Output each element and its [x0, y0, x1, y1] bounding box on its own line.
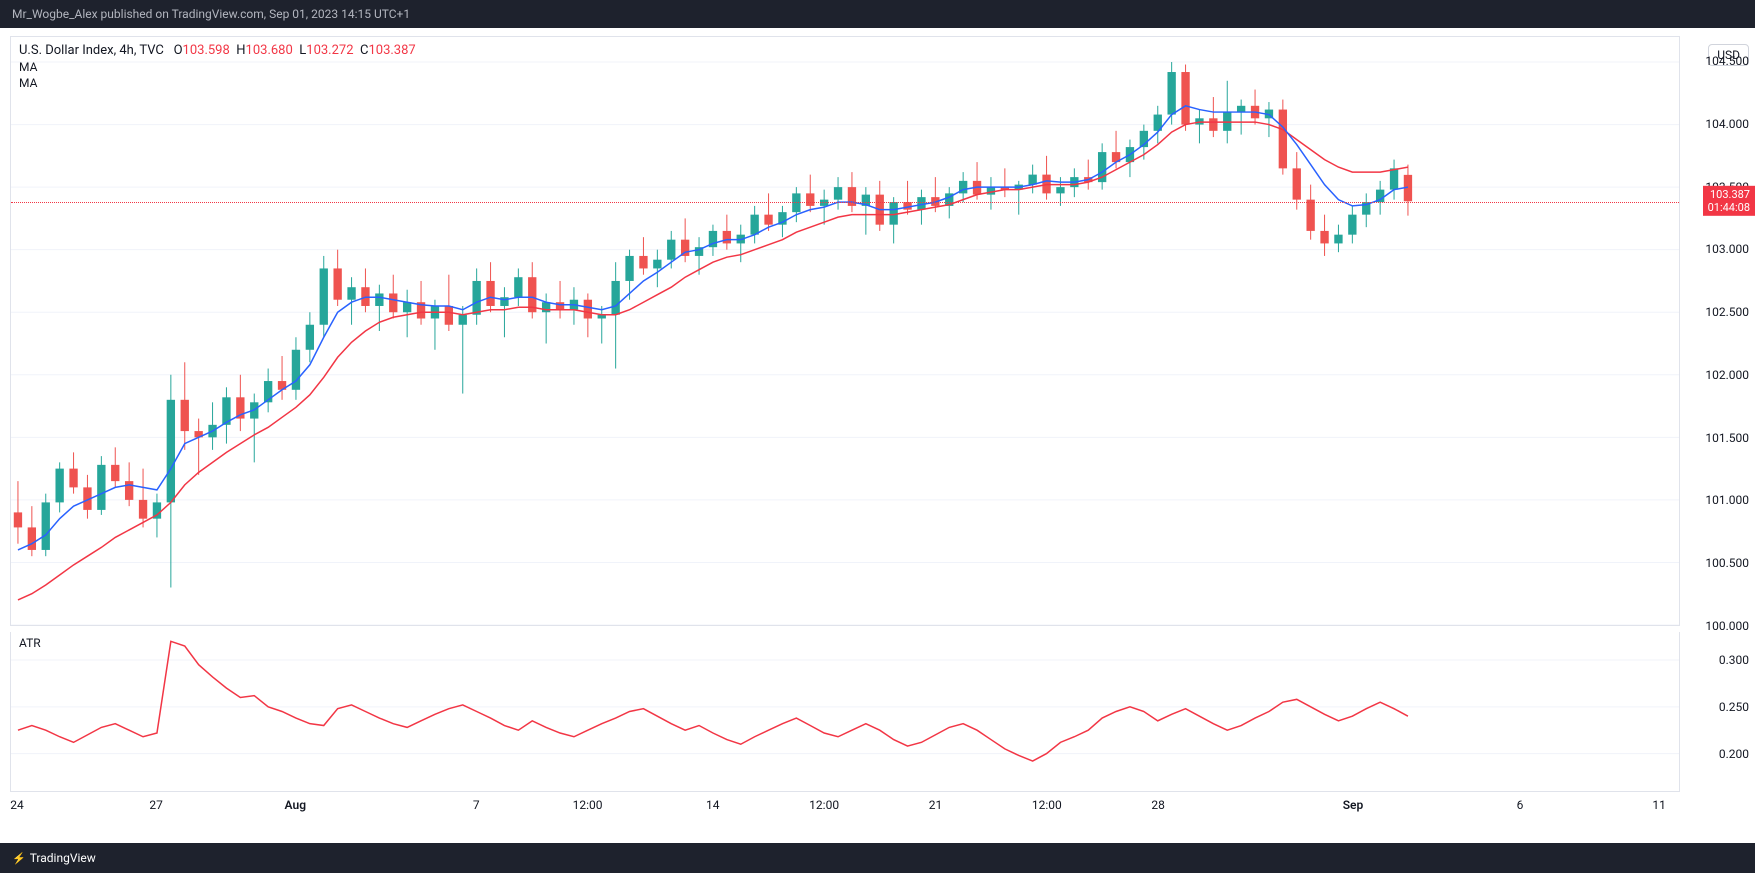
price-axis[interactable]: USD 104.500104.000103.500103.000102.5001… — [1680, 36, 1755, 626]
countdown-value: 01:44:08 — [1708, 201, 1750, 214]
time-tick: 12:00 — [1032, 798, 1062, 812]
time-axis[interactable]: 24 27 Aug 7 12:00 14 12:00 21 12:00 28 Sep 6 11 — [10, 792, 1680, 822]
ohlc-l-value: 103.272 — [306, 43, 353, 58]
price-tick: 100.500 — [1705, 556, 1749, 570]
atr-label: ATR — [19, 636, 41, 650]
time-tick: 24 — [10, 798, 24, 812]
ma-label-1: MA — [19, 60, 416, 74]
current-price-tag: 103.387 01:44:08 — [1703, 186, 1755, 216]
time-tick: 12:00 — [809, 798, 839, 812]
footer-brand: TradingView — [30, 851, 96, 865]
ohlc-c-value: 103.387 — [368, 43, 415, 58]
ohlc-o-label: O — [174, 43, 183, 58]
atr-tick: 0.250 — [1719, 700, 1749, 714]
price-tick: 104.500 — [1705, 54, 1749, 68]
chart-legend: U.S. Dollar Index, 4h, TVC O103.598 H103… — [19, 43, 416, 92]
current-price-line — [11, 202, 1679, 203]
time-tick: 27 — [149, 798, 163, 812]
time-tick: 11 — [1652, 798, 1666, 812]
price-tick: 102.000 — [1705, 368, 1749, 382]
header-bar: Mr_Wogbe_Alex published on TradingView.c… — [0, 0, 1755, 28]
ohlc-h-value: 103.680 — [246, 43, 293, 58]
ma-label-2: MA — [19, 76, 416, 90]
price-tick: 104.000 — [1705, 117, 1749, 131]
symbol-label: U.S. Dollar Index, 4h, TVC — [19, 43, 164, 58]
footer-bar: ⚡ TradingView — [0, 843, 1755, 873]
atr-axis[interactable]: 0.300 0.250 0.200 — [1680, 632, 1755, 792]
time-tick: 6 — [1517, 798, 1524, 812]
ohlc-o-value: 103.598 — [183, 43, 230, 58]
time-tick: 14 — [706, 798, 720, 812]
publish-info: Mr_Wogbe_Alex published on TradingView.c… — [12, 7, 410, 21]
price-tick: 101.500 — [1705, 431, 1749, 445]
price-tick: 103.000 — [1705, 242, 1749, 256]
time-tick: 7 — [473, 798, 480, 812]
time-tick: Sep — [1343, 798, 1364, 812]
price-tick: 101.000 — [1705, 493, 1749, 507]
atr-chart[interactable]: ATR — [10, 632, 1680, 792]
atr-tick: 0.300 — [1719, 653, 1749, 667]
current-price-value: 103.387 — [1708, 188, 1750, 201]
price-tick: 100.000 — [1705, 619, 1749, 633]
time-tick: Aug — [285, 798, 306, 812]
tradingview-logo: ⚡ — [12, 852, 26, 865]
chart-area: U.S. Dollar Index, 4h, TVC O103.598 H103… — [0, 28, 1755, 843]
ohlc-h-label: H — [236, 43, 245, 58]
atr-tick: 0.200 — [1719, 747, 1749, 761]
time-tick: 28 — [1151, 798, 1165, 812]
price-tick: 102.500 — [1705, 305, 1749, 319]
time-tick: 12:00 — [573, 798, 603, 812]
main-chart[interactable]: U.S. Dollar Index, 4h, TVC O103.598 H103… — [10, 36, 1680, 626]
time-tick: 21 — [929, 798, 943, 812]
